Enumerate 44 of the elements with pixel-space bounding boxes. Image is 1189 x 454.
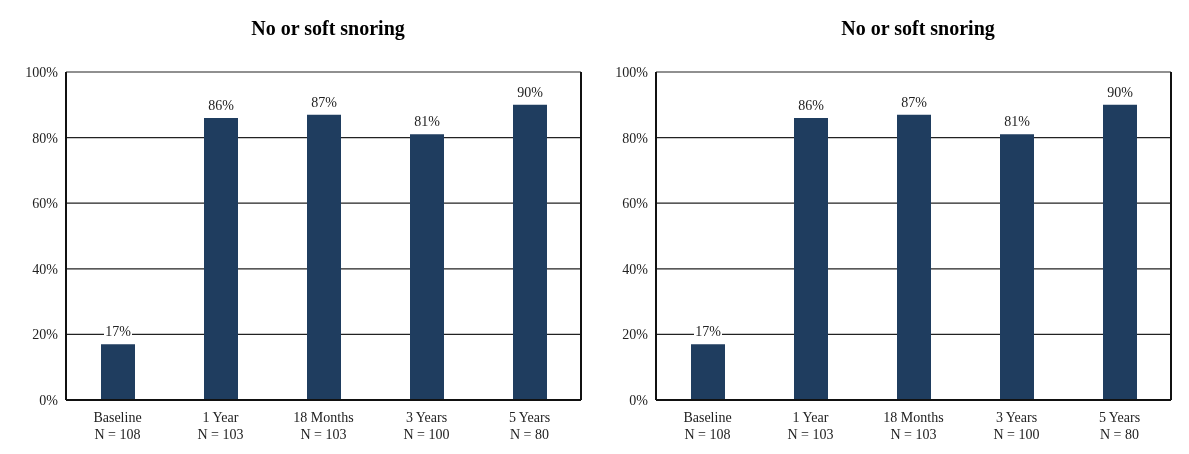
x-tick-label: 1 Year N = 103 [787,410,834,442]
data-label: 17% [105,324,132,340]
y-tick-label: 100% [615,64,649,80]
x-tick-label: 5 Years N = 80 [1098,410,1141,442]
data-label: 81% [1004,114,1031,130]
y-tick-label: 80% [32,130,59,146]
x-tick-label: 5 Years N = 80 [508,410,551,442]
x-tick-label: 18 Months N = 103 [883,410,944,442]
data-label: 87% [311,94,338,110]
y-tick-label: 20% [32,327,59,343]
y-tick-label: 40% [622,261,649,277]
x-tick-label: Baseline N = 108 [683,410,732,442]
y-tick-label: 80% [622,130,649,146]
data-label: 87% [901,94,928,110]
data-label: 90% [517,84,544,100]
bar [691,344,725,400]
y-tick-label: 0% [39,392,59,408]
data-label: 90% [1107,84,1134,100]
data-label: 81% [414,114,441,130]
x-tick-label: 1 Year N = 103 [197,410,244,442]
data-label: 86% [208,97,235,113]
y-tick-label: 40% [32,261,59,277]
bar [204,117,238,400]
x-tick-label: 3 Years N = 100 [403,410,450,442]
bar [794,117,828,400]
bar [1000,134,1034,400]
bar [410,134,444,400]
bar [307,114,341,400]
data-label: 86% [798,97,825,113]
y-tick-label: 20% [622,327,649,343]
y-tick-label: 0% [629,392,649,408]
bar [513,104,547,400]
chart-title: No or soft snoring [840,16,996,42]
x-tick-label: 18 Months N = 103 [293,410,354,442]
x-tick-label: Baseline N = 108 [93,410,142,442]
chart-title: No or soft snoring [250,16,406,42]
x-tick-label: 3 Years N = 100 [993,410,1040,442]
y-tick-label: 100% [25,64,59,80]
bar [897,114,931,400]
y-tick-label: 60% [32,196,59,212]
bar [1103,104,1137,400]
data-label: 17% [695,324,722,340]
y-tick-label: 60% [622,196,649,212]
bar [101,344,135,400]
